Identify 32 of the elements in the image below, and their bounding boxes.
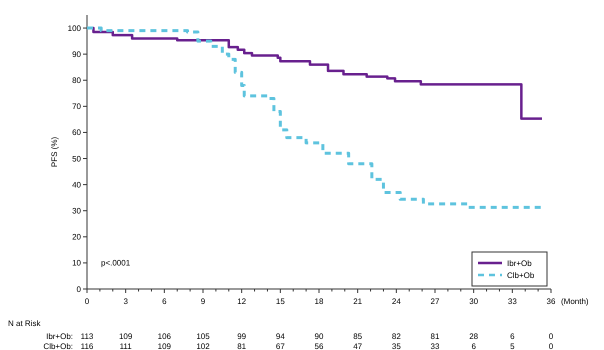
y-tick-label: 70 xyxy=(72,102,82,112)
x-tick-label: 3 xyxy=(123,297,128,306)
x-tick-label: 6 xyxy=(162,297,168,306)
text: N at Risk xyxy=(8,319,42,328)
x-tick-label: 0 xyxy=(84,297,90,306)
y-tick-label: 20 xyxy=(72,232,82,242)
x-tick-label: 30 xyxy=(469,297,479,306)
x-tick-label: 15 xyxy=(276,297,286,306)
x-tick-label: 24 xyxy=(392,297,402,306)
x-tick-label: 9 xyxy=(200,297,206,306)
legend-label: Clb+Ob xyxy=(507,270,535,280)
y-tick-label: 80 xyxy=(72,76,82,86)
x-tick-label: 21 xyxy=(353,297,363,306)
x-axis-title: (Month) xyxy=(561,297,589,306)
x-tick-label: 36 xyxy=(546,297,556,306)
text: Clb+Ob: 116 111 109 102 81 67 56 47 35 33 6 5 0 xyxy=(43,342,554,350)
y-tick-label: 50 xyxy=(72,154,82,164)
x-tick-label: 18 xyxy=(314,297,324,306)
text: Ibr+Ob: 113 109 106 105 99 94 90 85 82 81 28 6 0 xyxy=(46,332,554,341)
y-tick-label: 10 xyxy=(72,258,82,268)
legend-label: Ibr+Ob xyxy=(507,258,532,268)
annotation: p<.0001 xyxy=(101,258,131,268)
y-tick-label: 100 xyxy=(68,24,82,33)
y-tick-label: 90 xyxy=(72,50,82,59)
x-tick-label: 27 xyxy=(430,297,440,306)
y-axis-title: PFS (%) xyxy=(50,136,59,168)
y-tick-label: 0 xyxy=(76,284,82,294)
y-tick-label: 40 xyxy=(72,180,82,190)
y-tick-label: 60 xyxy=(72,128,82,138)
x-tick-label: 33 xyxy=(508,297,518,306)
y-tick-label: 30 xyxy=(72,206,82,216)
x-tick-label: 12 xyxy=(237,297,247,306)
